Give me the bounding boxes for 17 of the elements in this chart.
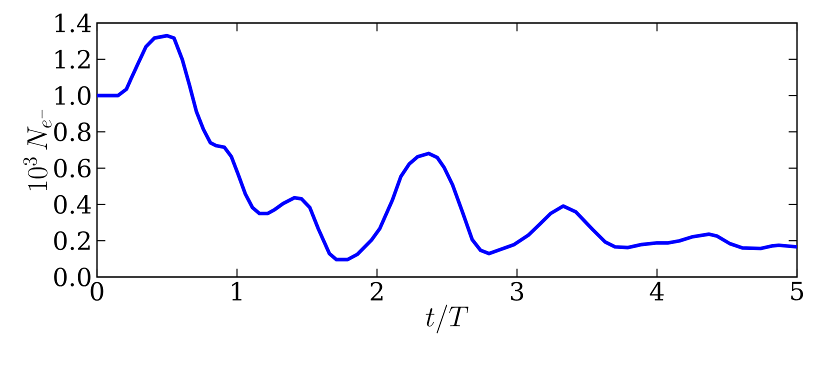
y-tick-label: 1.2 — [56, 50, 90, 69]
line-series — [97, 34, 798, 262]
x-tick-label: 1 — [232, 282, 242, 300]
x-tick-label: 5 — [791, 282, 804, 300]
y-tick-label: 0.8 — [54, 122, 90, 142]
x-tick-label: 2 — [370, 282, 382, 300]
y-tick-label: 0.6 — [54, 158, 91, 178]
x-tick-label: 0 — [90, 282, 104, 301]
y-tick-label: 1.4 — [56, 14, 91, 32]
y-tick-label: 0.4 — [54, 195, 91, 214]
x-tick-label: 4 — [650, 282, 664, 300]
x-tick-label: 3 — [510, 282, 524, 301]
y-axis-title: $10^{3}\,N_{e^{-}}$ — [23, 110, 52, 190]
y-tick-label: 1.0 — [56, 86, 90, 105]
y-tick-label: 0.2 — [54, 231, 90, 250]
y-tick-label: 0.0 — [54, 268, 90, 286]
x-axis-title: $t/T$ — [426, 304, 468, 334]
